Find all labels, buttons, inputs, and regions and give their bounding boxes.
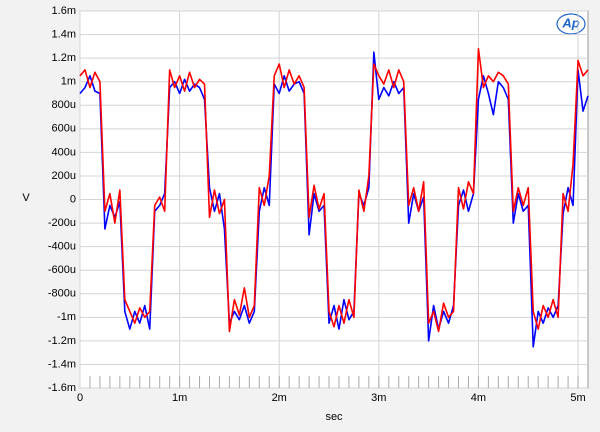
y-tick-label: 1m <box>61 76 76 88</box>
y-tick-label: 1.4m <box>52 28 76 40</box>
x-tick-label: 2m <box>272 392 287 404</box>
logo-ring <box>556 13 586 35</box>
y-tick-label: -1.4m <box>48 358 76 370</box>
y-tick-label: 800u <box>52 99 76 111</box>
y-tick-label: -600u <box>48 264 76 276</box>
y-axis-label: V <box>22 192 30 204</box>
y-tick-label: -1.2m <box>48 335 76 347</box>
x-tick-label: 4m <box>471 392 486 404</box>
y-tick-label: -200u <box>48 217 76 229</box>
y-tick-label: 1.6m <box>52 5 76 17</box>
y-tick-label: 200u <box>52 170 76 182</box>
y-tick-label: -400u <box>48 241 76 253</box>
y-tick-label: 600u <box>52 123 76 135</box>
x-tick-label: 1m <box>172 392 187 404</box>
x-tick-label: 3m <box>371 392 386 404</box>
x-tick-label: 5m <box>570 392 585 404</box>
logo: Ap <box>561 15 579 30</box>
y-tick-label: -1m <box>57 311 76 323</box>
x-tick-label: 0 <box>77 392 83 404</box>
y-tick-label: 1.2m <box>52 52 76 64</box>
x-axis-label: sec <box>325 411 343 423</box>
y-tick-label: -1.6m <box>48 382 76 394</box>
series-line <box>79 47 589 333</box>
y-tick-label: 400u <box>52 146 76 158</box>
y-tick-label: 0 <box>70 193 76 205</box>
y-tick-label: -800u <box>48 288 76 300</box>
